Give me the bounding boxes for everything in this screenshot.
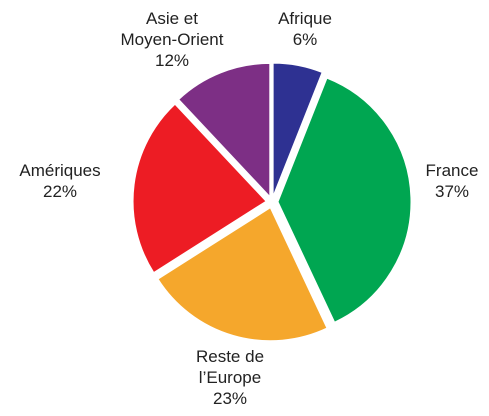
slice-label: Reste de l’Europe <box>195 347 265 387</box>
slice-label: Afrique <box>278 9 332 28</box>
pie-slice <box>277 77 412 323</box>
slice-value: 12% <box>154 51 190 70</box>
pie-slice <box>132 103 267 274</box>
slice-value: 6% <box>292 30 318 49</box>
slice-value: 23% <box>212 389 248 408</box>
slice-label: France <box>425 161 479 180</box>
slice-label: Asie et Moyen-Orient <box>120 9 224 49</box>
pie-slice <box>157 207 328 342</box>
pie-slice <box>178 62 271 198</box>
slice-value: 37% <box>434 182 470 201</box>
pie-slice <box>272 62 323 197</box>
slice-value: 22% <box>42 182 78 201</box>
slice-label: Amériques <box>19 161 101 180</box>
